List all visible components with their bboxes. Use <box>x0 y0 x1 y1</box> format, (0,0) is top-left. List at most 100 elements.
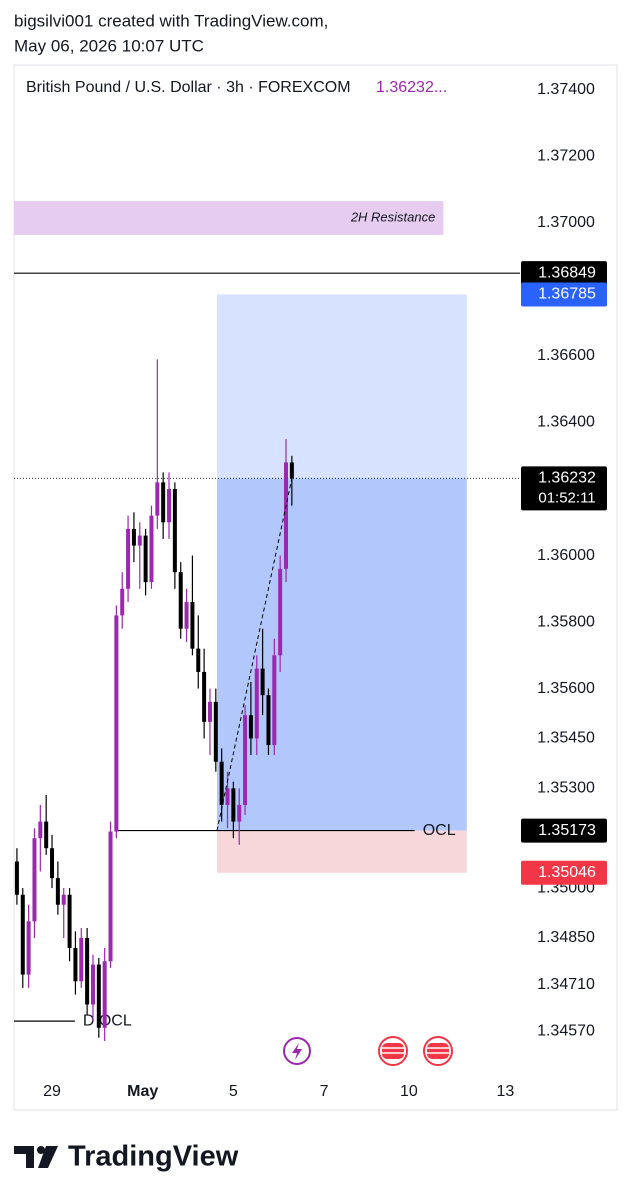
logo: TradingView <box>14 1141 239 1173</box>
profit-zone <box>216 478 467 831</box>
x-tick-label: 13 <box>496 1083 514 1100</box>
candle-body <box>126 528 131 589</box>
stop-zone <box>216 830 467 873</box>
date-line: May 06, 2026 10:07 UTC <box>14 36 204 55</box>
event-icons <box>283 1036 453 1066</box>
target-zone <box>216 294 467 479</box>
candle-body <box>20 894 25 975</box>
flag <box>427 1043 449 1059</box>
candle-body <box>155 482 160 516</box>
lightning <box>292 1043 302 1060</box>
price-badge-label: 1.36785 <box>538 286 596 303</box>
candle-body <box>26 921 31 975</box>
x-tick-label: 7 <box>320 1083 329 1100</box>
candle-body <box>44 821 49 849</box>
candle-body <box>248 715 253 739</box>
price-badge-label: 1.36849 <box>538 264 596 281</box>
candle-body <box>266 695 271 746</box>
chart-frame <box>13 64 618 1111</box>
flag <box>382 1043 404 1059</box>
candle-body <box>114 615 119 832</box>
y-tick-label: 1.35300 <box>537 780 595 797</box>
y-tick-label: 1.35600 <box>537 680 595 697</box>
candle-body <box>219 761 224 805</box>
candle-body <box>61 894 66 905</box>
author-line: bigsilvi001 created with TradingView.com… <box>14 11 328 30</box>
y-tick-label: 1.37400 <box>537 81 595 98</box>
x-tick-label: 10 <box>400 1083 418 1100</box>
candle-body <box>73 947 78 982</box>
candle-body <box>149 515 154 583</box>
x-tick-label: 29 <box>43 1083 61 1100</box>
candle-body <box>225 788 230 805</box>
plot: 2H Resistance OCL D OCL 1.37400 1.37200 1.370… <box>14 81 607 1100</box>
candle-body <box>96 964 101 1028</box>
candle-body <box>55 878 60 905</box>
y-tick-label: 1.37200 <box>537 148 595 165</box>
candle-body <box>272 655 277 746</box>
candle-body <box>184 602 189 629</box>
candle-body <box>90 964 95 1005</box>
level-label: OCL <box>423 822 456 839</box>
candle-body <box>196 648 201 672</box>
price-badge <box>521 818 607 843</box>
candle-body <box>254 668 259 739</box>
candle-body <box>108 831 113 962</box>
brand: TradingView <box>68 1141 239 1173</box>
price-badge <box>521 860 607 885</box>
y-tick-label: 1.34850 <box>537 929 595 946</box>
flag-stripes <box>382 1047 404 1054</box>
y-tick-label: 1.35450 <box>537 730 595 747</box>
logo-mark <box>14 1146 34 1168</box>
candle-body <box>32 838 37 922</box>
candle-body <box>243 715 248 805</box>
candle-body <box>190 602 195 649</box>
candle-body <box>202 671 207 722</box>
y-tick-label: 1.34570 <box>537 1022 595 1039</box>
candle-body <box>237 804 242 822</box>
candle-body <box>161 482 166 523</box>
y-tick-label: 1.36400 <box>537 414 595 431</box>
price-badge-label: 1.35046 <box>538 864 596 881</box>
candle-body <box>284 462 289 569</box>
candle-body <box>167 489 172 523</box>
candle-body <box>137 535 142 546</box>
candle-body <box>14 861 19 895</box>
price-badge <box>521 466 607 511</box>
zone-label: 2H Resistance <box>350 209 436 224</box>
flag-stripes <box>427 1047 449 1054</box>
candle-body <box>85 937 90 1005</box>
price-badge-label: 1.35173 <box>538 822 596 839</box>
price-badge <box>521 282 607 307</box>
resistance-zone <box>14 201 444 235</box>
y-tick-label: 1.37000 <box>537 214 595 231</box>
level-label: D OCL <box>83 1012 132 1029</box>
candle-body <box>120 588 125 616</box>
candle-body <box>231 788 236 822</box>
candle-body <box>278 568 283 656</box>
logo-dot <box>37 1146 45 1154</box>
price-badge-label: 1.36232 <box>538 470 596 487</box>
y-tick-label: 1.34710 <box>537 976 595 993</box>
candle-body <box>172 489 177 573</box>
candle-body <box>260 668 265 696</box>
candle-body <box>178 572 183 629</box>
candle-body <box>289 462 294 479</box>
candle-body <box>213 701 218 762</box>
y-tick-label: 1.35800 <box>537 613 595 630</box>
candle-body <box>79 937 84 982</box>
x-tick-label: 5 <box>229 1083 238 1100</box>
x-tick-label: May <box>127 1083 158 1100</box>
candle-body <box>207 701 212 722</box>
y-tick-label: 1.36600 <box>537 347 595 364</box>
candle-body <box>67 894 72 948</box>
candle-body <box>38 821 43 839</box>
y-tick-label: 1.36000 <box>537 547 595 564</box>
candle-body <box>102 961 107 1028</box>
candle-body <box>143 535 148 583</box>
candle-body <box>131 528 136 546</box>
last-price: 1.36232... <box>376 79 447 96</box>
symbol-title: British Pound / U.S. Dollar · 3h · FOREX… <box>26 79 351 96</box>
